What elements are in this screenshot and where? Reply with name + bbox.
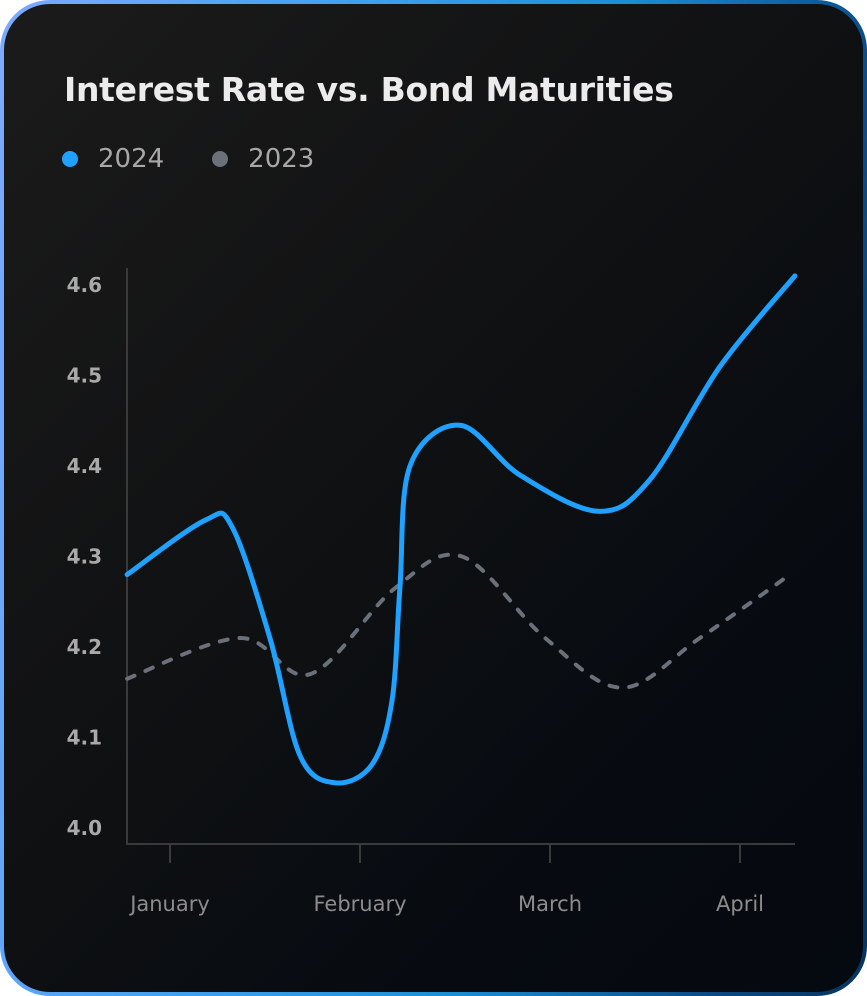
y-tick-label: 4.4: [67, 454, 102, 478]
y-tick-label: 4.5: [67, 364, 102, 388]
legend-label: 2023: [248, 144, 315, 174]
chart-title: Interest Rate vs. Bond Maturities: [64, 70, 674, 109]
x-tick-label: March: [518, 892, 582, 916]
legend: 2024 2023: [62, 144, 362, 174]
y-tick-label: 4.2: [67, 635, 102, 659]
y-tick-label: 4.6: [67, 273, 102, 297]
y-tick-label: 4.1: [67, 726, 102, 750]
series-line-2024[interactable]: [124, 273, 798, 786]
legend-item-2024[interactable]: 2024: [62, 144, 164, 174]
circle-dot-icon: [212, 151, 229, 167]
series-line-2023[interactable]: [125, 552, 792, 690]
legend-item-2023[interactable]: 2023: [212, 144, 314, 174]
circle-dot-icon: [62, 151, 78, 167]
y-tick-label: 4.3: [67, 545, 102, 569]
legend-label: 2024: [98, 144, 165, 174]
chart-card: Interest Rate vs. Bond Maturities 2024 2…: [4, 4, 863, 992]
plot-area: [124, 273, 798, 786]
x-tick-label: February: [313, 892, 406, 916]
y-axis: 4.0 4.1 4.2 4.3 4.4 4.5 4.6: [67, 268, 128, 844]
x-axis: January February March April: [126, 843, 795, 916]
x-tick-label: January: [128, 892, 210, 916]
y-tick-label: 4.0: [67, 816, 102, 840]
x-tick-label: April: [716, 892, 764, 916]
